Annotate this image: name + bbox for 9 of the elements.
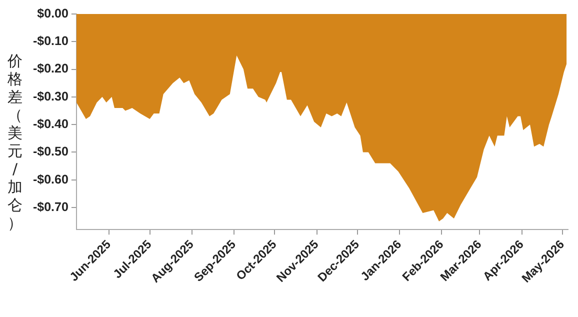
y-tick-label: $0.00 — [37, 6, 68, 20]
y-tick-label: -$0.10 — [32, 34, 68, 48]
y-tick-label: -$0.70 — [32, 200, 68, 214]
y-tick-label: -$0.30 — [32, 89, 68, 104]
y-tick-label: -$0.20 — [32, 62, 68, 76]
y-tick-label: -$0.60 — [32, 172, 68, 186]
y-tick-label: -$0.40 — [32, 117, 68, 132]
y-tick-label: -$0.50 — [32, 144, 68, 159]
text: 价格差（美元/加仑） — [8, 52, 22, 232]
